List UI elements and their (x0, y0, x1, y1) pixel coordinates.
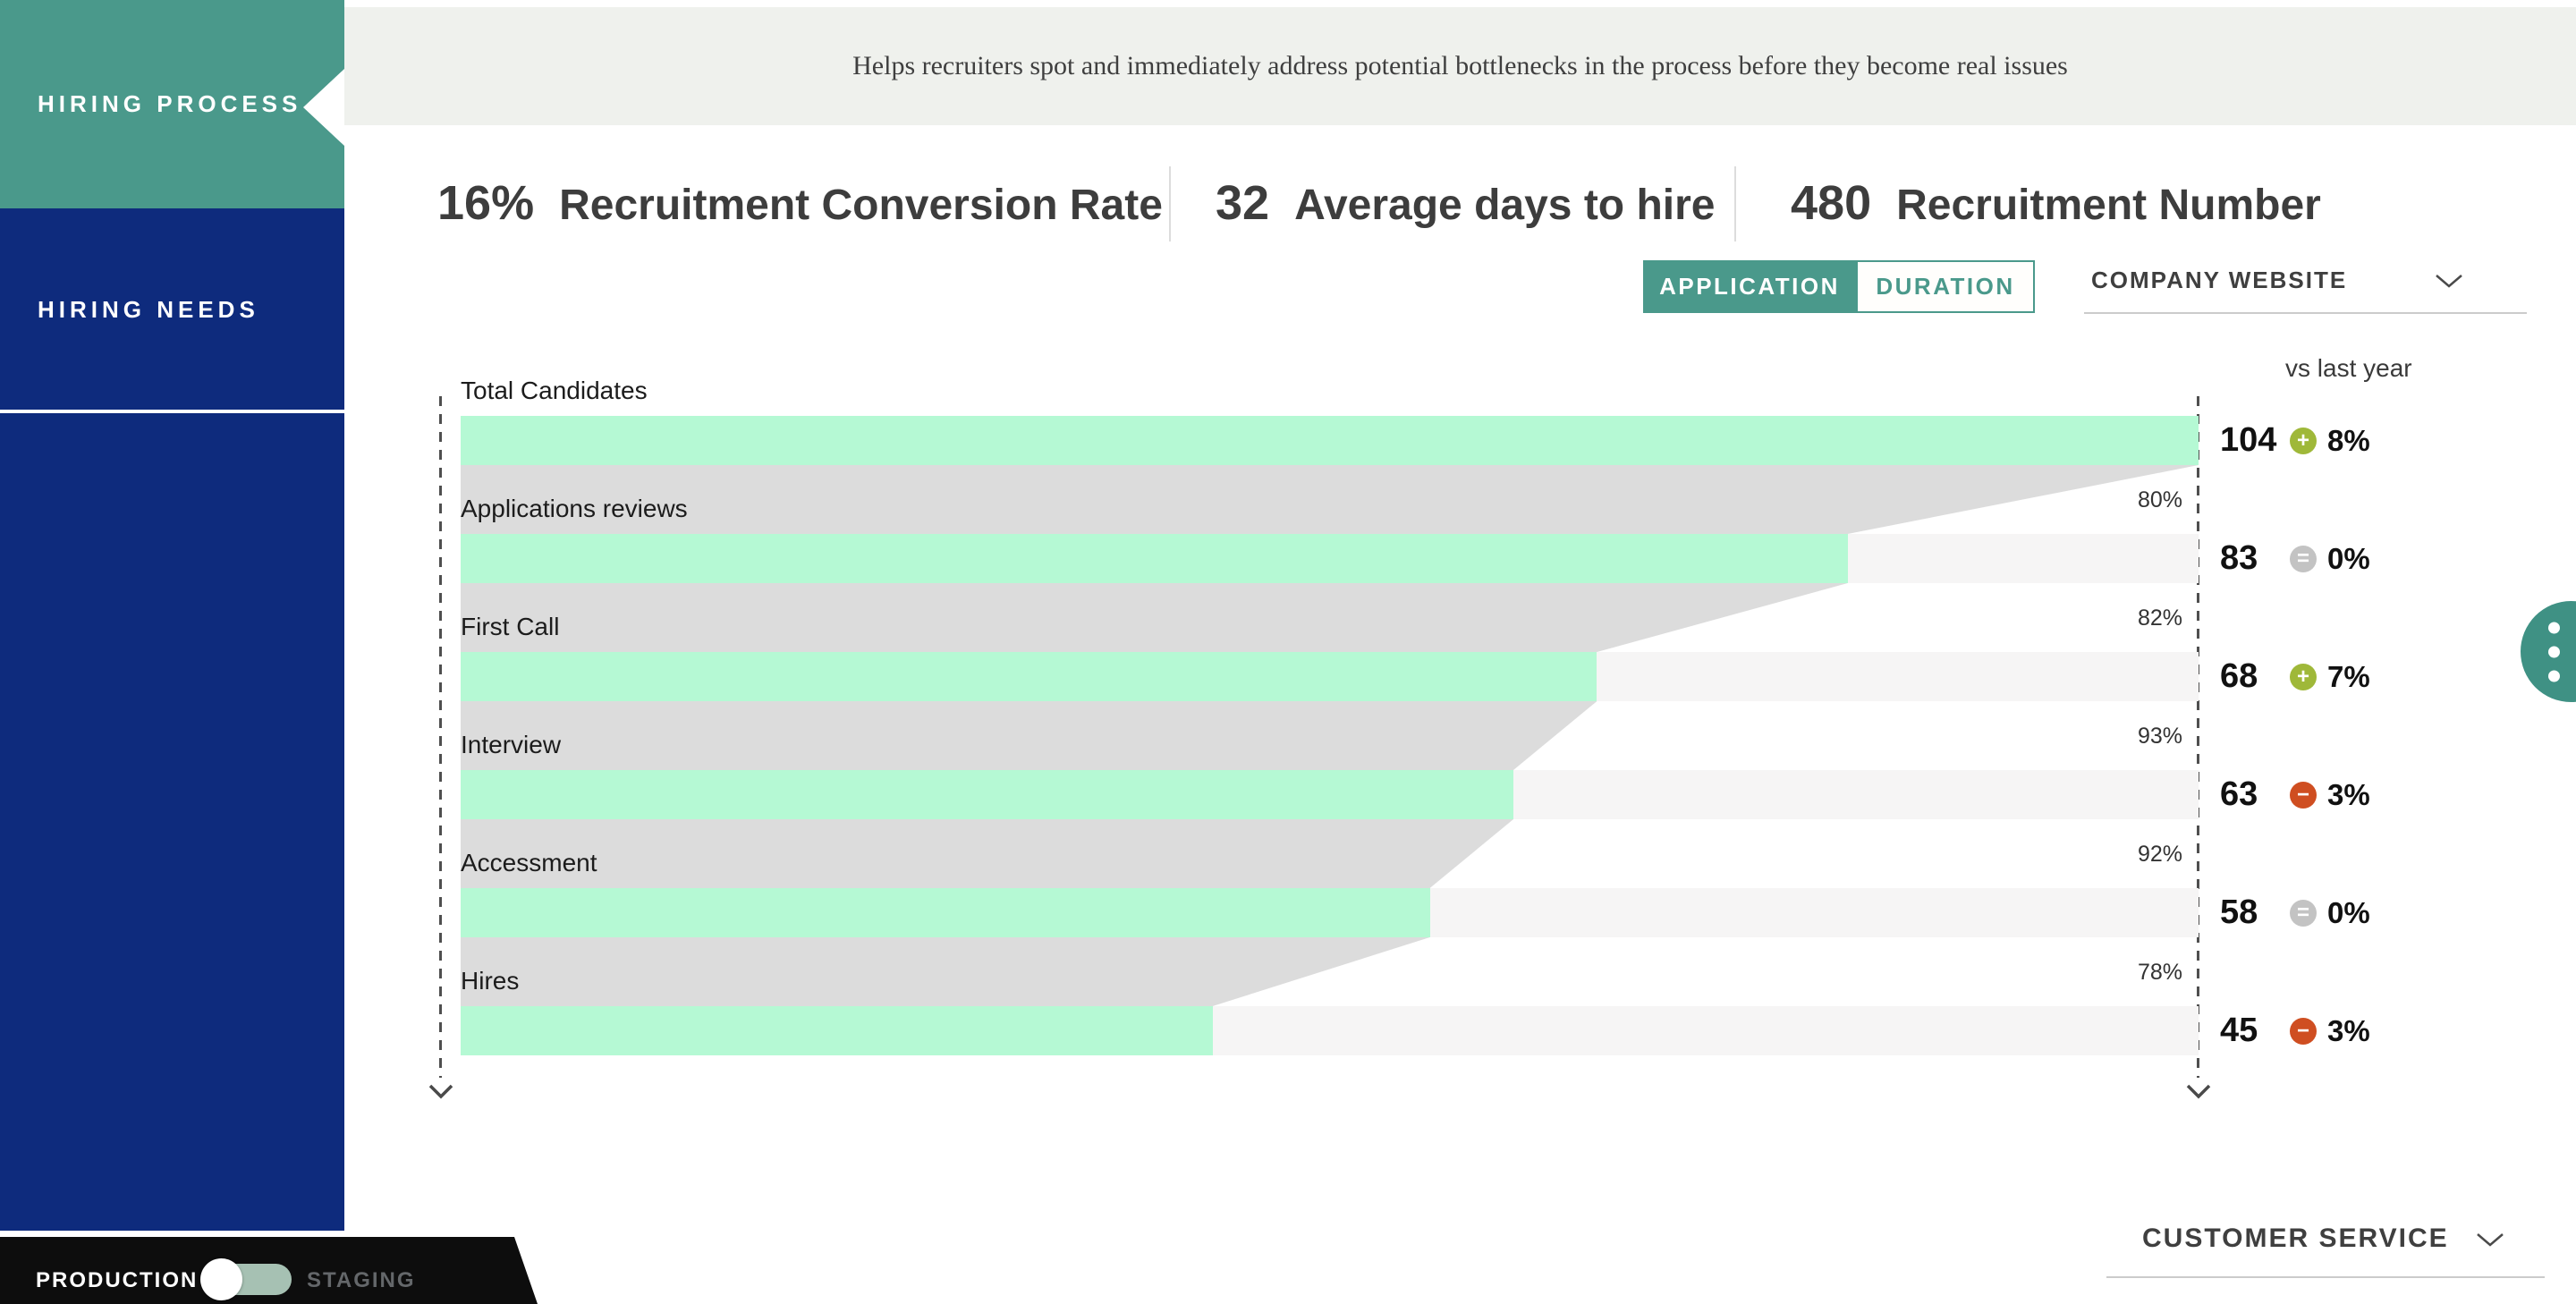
conversion-rate-label: 78% (2137, 959, 2182, 985)
sidebar-divider (0, 410, 344, 413)
change-badge-plus-icon: + (2290, 663, 2317, 690)
change-percent: 3% (2327, 1013, 2370, 1047)
conversion-rate-label: 92% (2137, 841, 2182, 867)
sidebar-item-hiring-needs[interactable]: HIRING NEEDS (0, 208, 344, 411)
stat-value: 480 (1791, 176, 1872, 230)
stat-label: Recruitment Conversion Rate (559, 182, 1163, 229)
stage-value: 63 (2220, 775, 2258, 813)
funnel-bar (461, 1006, 2199, 1055)
funnel-connector (461, 583, 1848, 652)
conversion-rate-label: 93% (2137, 723, 2182, 749)
funnel-bar-fill (461, 652, 1597, 701)
tab-application[interactable]: APPLICATION (1643, 260, 1856, 313)
funnel-value-row: 104 +8% (2220, 416, 2370, 465)
kebab-menu-icon (2548, 622, 2560, 682)
change-badge-minus-icon: − (2290, 781, 2317, 809)
change-badge-minus-icon: − (2290, 1017, 2317, 1045)
arrow-down-icon (428, 1084, 453, 1099)
stat-conversion-rate: 16% Recruitment Conversion Rate (437, 175, 1163, 231)
stat-value: 32 (1216, 176, 1270, 230)
change-percent: 7% (2327, 659, 2370, 693)
stat-divider (1169, 166, 1171, 241)
funnel-value-row: 58 = 0% (2220, 888, 2370, 937)
funnel-stage-label: Hires (461, 967, 520, 995)
change-badge-equals-icon: = (2290, 545, 2317, 572)
funnel-bar (461, 534, 2199, 583)
tab-duration[interactable]: DURATION (1856, 260, 2035, 313)
funnel-bar-fill (461, 416, 2199, 465)
conversion-rate-label: 80% (2137, 487, 2182, 512)
stat-divider (1734, 166, 1736, 241)
funnel-left-axis (439, 396, 442, 1078)
funnel-value-row: 45 −3% (2220, 1006, 2370, 1055)
funnel-connector (461, 701, 1597, 770)
sidebar: HIRING PROCESS HIRING NEEDS (0, 0, 344, 1231)
dropdown-underline (2084, 312, 2527, 314)
arrow-down-icon (2186, 1084, 2211, 1099)
funnel-bar (461, 652, 2199, 701)
funnel-bar-fill (461, 770, 1513, 819)
funnel-stage-label: First Call (461, 613, 560, 640)
customer-service-dropdown[interactable]: CUSTOMER SERVICE (2142, 1224, 2449, 1253)
header-description: Helps recruiters spot and immediately ad… (852, 51, 2068, 80)
funnel-bar-fill (461, 1006, 1213, 1055)
stat-label: Average days to hire (1294, 182, 1716, 229)
header-band: Helps recruiters spot and immediately ad… (344, 7, 2576, 125)
stage-value: 58 (2220, 893, 2258, 931)
change-badge-plus-icon: + (2290, 427, 2317, 454)
stage-value: 104 (2220, 421, 2277, 459)
environment-switch-knob[interactable] (200, 1258, 242, 1300)
production-label: PRODUCTION (36, 1268, 199, 1292)
change-percent: 8% (2327, 423, 2370, 457)
sidebar-item-hiring-process[interactable]: HIRING PROCESS (0, 0, 344, 208)
stat-label: Recruitment Number (1896, 182, 2321, 229)
funnel-value-row: 68 +7% (2220, 652, 2370, 701)
company-website-dropdown[interactable]: COMPANY WEBSITE (2091, 267, 2348, 293)
chevron-down-icon (2477, 1233, 2504, 1247)
funnel-stage-label: Accessment (461, 849, 597, 876)
conversion-rate-label: 82% (2137, 605, 2182, 631)
change-badge-equals-icon: = (2290, 899, 2317, 927)
sidebar-item-label: HIRING PROCESS (38, 90, 302, 117)
active-item-arrow (303, 69, 344, 146)
sidebar-item-label: HIRING NEEDS (38, 296, 259, 323)
funnel-value-row: 83 = 0% (2220, 534, 2370, 583)
funnel-connector (461, 819, 1514, 888)
stat-recruitment-number: 480 Recruitment Number (1791, 175, 2321, 231)
stat-days-to-hire: 32 Average days to hire (1216, 175, 1716, 231)
change-percent: 0% (2327, 895, 2370, 929)
stage-value: 83 (2220, 539, 2258, 577)
funnel-stage-label: Applications reviews (461, 495, 688, 522)
stat-value: 16% (437, 176, 535, 230)
funnel-stage-label: Interview (461, 731, 562, 758)
funnel-bar (461, 416, 2199, 465)
environment-banner: PRODUCTION STAGING (0, 1237, 538, 1304)
funnel-bar (461, 770, 2199, 819)
funnel-bar-fill (461, 534, 1848, 583)
stage-value: 68 (2220, 657, 2258, 695)
stage-value: 45 (2220, 1012, 2258, 1049)
funnel-value-row: 63 −3% (2220, 770, 2370, 819)
comparison-column-label: vs last year (2285, 354, 2412, 382)
staging-label: STAGING (307, 1268, 416, 1292)
funnel-right-axis (2197, 396, 2199, 1078)
change-percent: 0% (2327, 541, 2370, 575)
dropdown-underline (2106, 1276, 2545, 1278)
funnel-bar-fill (461, 888, 1430, 937)
funnel-stage-label: Total Candidates (461, 377, 648, 404)
chevron-down-icon (2436, 275, 2462, 288)
funnel-bar (461, 888, 2199, 937)
change-percent: 3% (2327, 777, 2370, 811)
